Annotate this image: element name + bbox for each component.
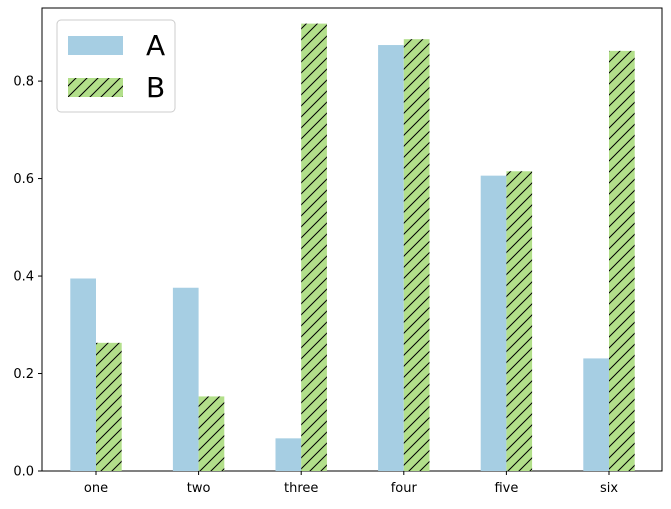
bar-A-four	[378, 45, 404, 471]
x-axis-ticks: one two three four five six	[84, 471, 618, 496]
legend: AB	[56, 19, 176, 113]
x-tick-label: two	[187, 481, 211, 496]
y-tick-label: 0.6	[13, 172, 34, 187]
bar-B-six	[609, 50, 635, 471]
legend-swatch-B	[68, 78, 123, 97]
legend-swatch-A	[68, 36, 123, 55]
bar-A-two	[172, 287, 199, 471]
bar-B-two	[198, 396, 225, 471]
x-tick-label: five	[494, 481, 518, 496]
x-tick-label: six	[600, 481, 618, 496]
legend-label-A: A	[146, 29, 165, 62]
bar-A-three	[275, 438, 302, 471]
bar-B-four	[403, 39, 430, 471]
bars	[70, 23, 635, 472]
plot-frame	[41, 7, 663, 472]
y-axis-ticks: 0.0 0.2 0.4 0.6 0.8	[13, 75, 42, 480]
bar-B-five	[506, 171, 533, 471]
bar-A-one	[70, 278, 96, 471]
legend-items: AB	[68, 29, 165, 104]
x-tick-label: one	[84, 481, 108, 496]
y-tick-label: 0.8	[13, 75, 34, 90]
y-tick-label: 0.2	[13, 367, 34, 382]
bar-B-one	[96, 342, 122, 471]
bar-A-six	[583, 358, 609, 471]
bar-B-three	[301, 23, 327, 471]
x-tick-label: three	[284, 481, 318, 496]
x-tick-label: four	[391, 481, 418, 496]
axes	[41, 7, 663, 472]
bar-A-five	[480, 175, 507, 472]
y-tick-label: 0.4	[13, 270, 34, 285]
y-tick-label: 0.0	[13, 465, 34, 480]
legend-label-B: B	[146, 71, 165, 104]
